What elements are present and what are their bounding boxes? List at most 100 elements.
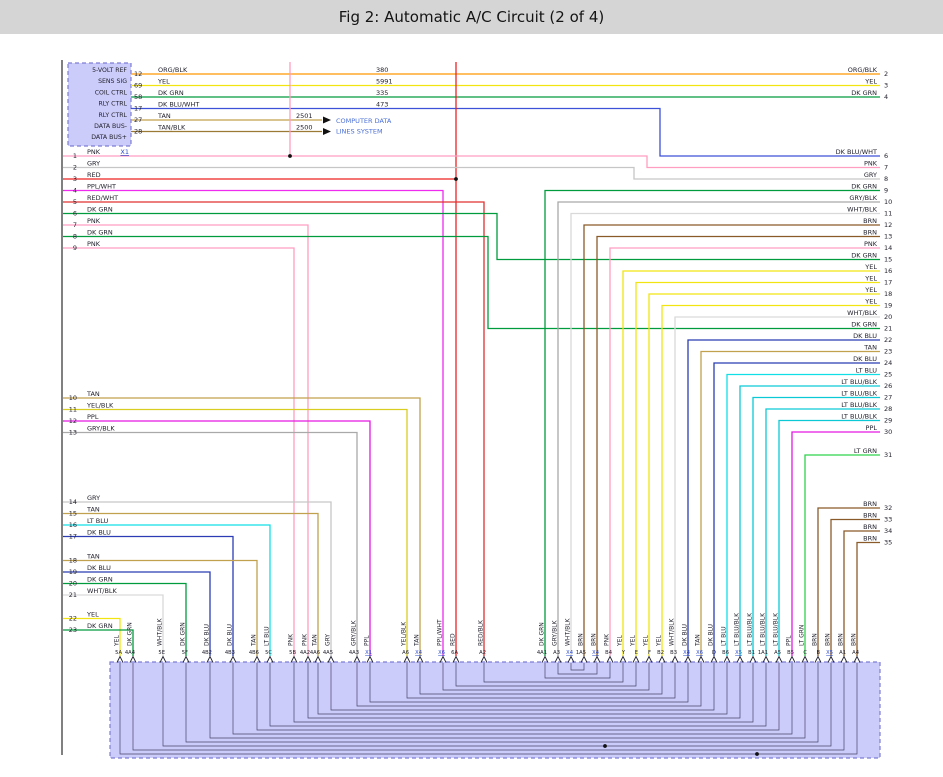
right-wire-color-label: DK BLU: [853, 355, 877, 363]
pin-chevron-icon: [840, 655, 848, 663]
right-wire-color-label: WHT/BLK: [847, 309, 878, 317]
wire-dk-grn: [63, 629, 134, 656]
right-wire-color-label: DK BLU: [853, 332, 877, 340]
right-pin-number: 25: [884, 371, 892, 379]
bottom-wire-color-label: GRY/BLK: [552, 619, 559, 646]
right-wire-color-label: LT BLU/BLK: [841, 390, 878, 398]
connector-internal-link: [356, 663, 702, 707]
bottom-pin-page-link[interactable]: X5: [735, 650, 742, 656]
bottom-pin-id: B2: [657, 650, 664, 656]
bottom-pin-id: A3: [553, 650, 560, 656]
bottom-pin-page-link[interactable]: X6: [438, 650, 445, 656]
connector-internal-link: [406, 663, 676, 699]
bottom-wire-color-label: PPL: [786, 635, 793, 646]
pin-chevron-icon: [159, 655, 167, 663]
pin-chevron-icon: [853, 655, 861, 663]
pin-chevron-icon: [762, 655, 770, 663]
wire-brn: [817, 507, 880, 656]
right-pin-number: 15: [884, 256, 892, 264]
wire-yel: [635, 281, 880, 656]
right-pin-number: 21: [884, 325, 892, 333]
pin-chevron-icon: [452, 655, 460, 663]
wire-dk-grn: [63, 582, 187, 656]
bottom-pin-page-link[interactable]: X4: [683, 650, 691, 656]
right-wire-color-label: BRN: [863, 217, 877, 225]
bottom-wire-color-label: GRY: [325, 634, 332, 646]
bottom-pin-id: 4A2: [300, 650, 310, 656]
left-pin-number: 6: [73, 210, 77, 218]
pin-chevron-icon: [129, 655, 137, 663]
top-pin-circuit-number: 380: [376, 66, 388, 74]
top-connector-label: RLY CTRL: [98, 112, 127, 119]
left-wire-color-label: DK BLU: [87, 529, 111, 537]
connector-internal-link: [119, 663, 858, 755]
wire-ppl: [791, 431, 880, 656]
wire-lt-blu: [726, 373, 880, 656]
right-pin-number: 6: [884, 152, 888, 160]
bottom-pin-page-link[interactable]: X4: [592, 650, 600, 656]
top-connector-page-link[interactable]: X1: [120, 148, 129, 156]
bottom-wire-color-label: DK GRN: [539, 622, 546, 646]
right-wire-color-label: WHT/BLK: [847, 206, 878, 214]
connector-internal-link: [132, 663, 845, 751]
bottom-wire-color-label: YEL: [656, 635, 663, 647]
right-pin-number: 11: [884, 210, 892, 218]
top-connector-label: 5-VOLT REF: [92, 67, 127, 74]
right-wire-color-label: YEL: [864, 263, 877, 271]
wiring-diagram-svg: 5-VOLT REF SENS SIG COIL CTRL RLY CTRL RLY C…: [61, 60, 892, 759]
left-pin-number: 16: [69, 521, 77, 529]
wire-dk-grn: [63, 212, 880, 261]
right-wire-color-label: PNK: [864, 240, 878, 248]
pin-chevron-icon: [206, 655, 214, 663]
bottom-wire-color-label: BRN: [851, 633, 858, 646]
left-pin-number: 11: [69, 406, 77, 414]
bottom-pin-page-link[interactable]: X5: [826, 650, 833, 656]
left-pin-number: 19: [69, 568, 77, 576]
left-pin-number: 1: [73, 152, 77, 160]
pin-chevron-icon: [775, 655, 783, 663]
bottom-pin-id: 4B6: [249, 650, 259, 656]
pin-chevron-icon: [182, 655, 190, 663]
right-pin-number: 27: [884, 394, 892, 402]
bottom-pin-id: 4A6: [310, 650, 320, 656]
wire-gry: [63, 501, 332, 656]
bottom-pin-page-link[interactable]: X1: [365, 650, 372, 656]
right-pin-number: 16: [884, 267, 892, 275]
bottom-pin-id: F: [648, 650, 651, 656]
right-pin-number: 31: [884, 451, 892, 459]
bottom-pin-id: B3: [670, 650, 677, 656]
bottom-wire-color-label: BRN: [812, 633, 819, 646]
bottom-wire-color-label: PPL/WHT: [437, 619, 444, 646]
connector-internal-link: [269, 663, 767, 727]
left-wire-color-label: TAN: [86, 390, 100, 398]
top-pin-number: 17: [134, 105, 142, 113]
top-connector-label: DATA BUS+: [91, 134, 127, 141]
bottom-pin-id: B5: [787, 650, 794, 656]
right-pin-number: 12: [884, 221, 892, 229]
bottom-pin-id: B: [816, 650, 820, 656]
bottom-pin-page-link[interactable]: X4: [566, 650, 574, 656]
bottom-pin-page-link[interactable]: X4: [415, 650, 423, 656]
left-pin-number: 15: [69, 510, 77, 518]
bottom-pin-id: 6A: [451, 650, 458, 656]
bottom-wire-color-label: WHT/BLK: [157, 617, 164, 646]
wire-lt-blu-blk: [778, 419, 880, 656]
left-wire-color-label: DK BLU: [87, 564, 111, 572]
bottom-pin-page-link[interactable]: X6: [696, 650, 703, 656]
bottom-pin-id: B6: [722, 650, 729, 656]
wire-tan: [700, 350, 880, 656]
bottom-wire-color-label: PPL: [364, 635, 371, 646]
connector-internal-link: [209, 663, 806, 739]
left-wire-color-label: TAN: [86, 506, 100, 514]
top-pin-circuit-number: 335: [376, 89, 388, 97]
wire-dk-grn: [544, 189, 880, 656]
right-pin-number: 13: [884, 233, 892, 241]
right-wire-color-label: PPL: [866, 424, 878, 432]
pin-chevron-icon: [749, 655, 757, 663]
pin-chevron-icon: [229, 655, 237, 663]
connector-internal-link: [185, 663, 819, 743]
right-pin-number: 35: [884, 539, 892, 547]
left-pin-number: 2: [73, 164, 77, 172]
wire-yel: [63, 617, 121, 656]
